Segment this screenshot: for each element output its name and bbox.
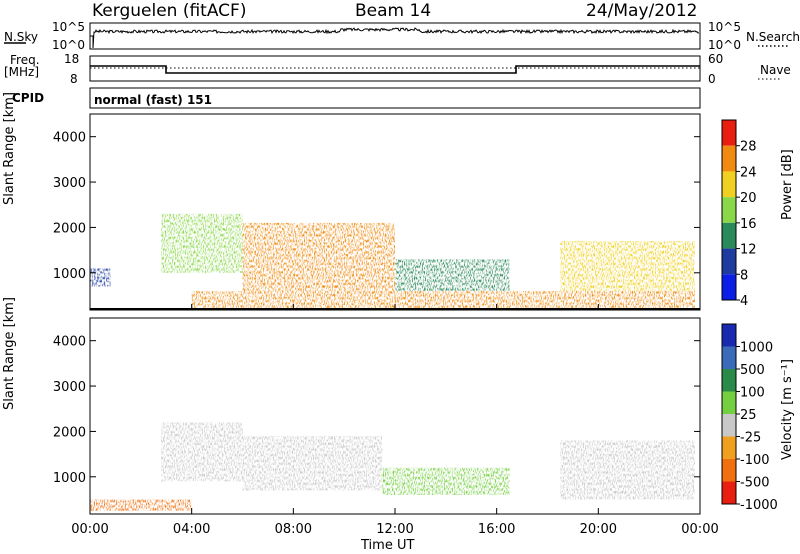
x-axis-label: Time UT [361,538,415,553]
echo-band [242,435,383,491]
colorbar-tick-label: 8 [740,268,748,283]
nsky-label: N.Sky [4,30,39,44]
colorbar-segment [722,459,736,482]
ytick-label: 4000 [53,335,86,350]
colorbar-segment [722,324,736,347]
freq-trace [90,65,700,74]
colorbar-frame [721,119,737,301]
colorbar-segment [722,414,736,437]
beam-title: Beam 14 [355,1,432,21]
xtick-label: 08:00 [275,522,312,537]
nsearch-label: N.Search [746,30,800,44]
ytick-label: 3000 [53,380,86,395]
echo-band [191,290,695,310]
colorbar-segment [722,171,736,198]
freq-label: Freq. [10,53,40,67]
xtick-label: 12:00 [376,522,413,537]
colorbar-segment [722,145,736,172]
nsky-frame [89,22,701,50]
colorbar-segment [722,222,736,249]
echo-band [560,241,695,296]
ytick-label: 4000 [53,131,86,146]
nsky-trace [90,27,700,49]
xtick-label: 16:00 [478,522,515,537]
nave-label: Nave [760,63,791,77]
echo-band [90,268,111,287]
colorbar-segment [722,120,736,146]
station-title: Kerguelen (fitACF) [92,1,247,21]
nave-tick-bottom: 0 [708,72,716,86]
echo-band [161,422,243,482]
velocity-ylabel: Slant Range [km] [2,297,17,410]
velocity-cbar-label: Velocity [m s⁻¹] [780,359,795,460]
ytick-label: 2000 [53,425,86,440]
cpid-text: normal (fast) 151 [94,93,212,107]
colorbar-tick-label: -1000 [740,498,778,513]
nsky-tick-top-left: 10^5 [52,20,85,34]
power-echo-layer [90,213,695,310]
colorbar-tick-label: -500 [740,476,770,491]
colorbar-tick-label: 500 [740,363,765,378]
ytick-label: 1000 [53,471,86,486]
velocity-axis-ticks: 4000 3000 2000 1000 [53,335,700,486]
power-ylabel: Slant Range [km] [2,92,17,205]
date-title: 24/May/2012 [586,1,698,21]
colorbar-tick-label: -25 [740,431,761,446]
nsky-tick-top-right: 10^5 [708,20,741,34]
echo-band [560,440,695,500]
colorbar-segment [722,436,736,459]
ytick-label: 1000 [53,267,86,282]
colorbar-tick-label: 25 [740,408,757,423]
ytick-label: 3000 [53,176,86,191]
colorbar-tick-label: 1000 [740,341,773,356]
colorbar-segment [722,391,736,414]
nsky-tick-bottom-right: 10^0 [708,38,741,52]
xtick-label: 00:00 [681,522,718,537]
ytick-label: 2000 [53,221,86,236]
colorbar-segment [722,346,736,369]
velocity-echo-layer [90,422,695,511]
cpid-frame [89,87,701,109]
echo-band [161,213,243,273]
echo-band [395,259,510,291]
colorbar-segment [722,369,736,392]
velocity-colorbar: 1000 500 100 25 -25 -100 -500 -1000 [721,323,778,513]
x-axis-ticks: 00:00 04:00 08:00 12:00 16:00 20:00 00:00 [71,304,719,537]
colorbar-tick-label: 28 [740,140,757,155]
cpid-label: CPID [12,91,45,105]
colorbar-tick-label: 16 [740,217,757,232]
freq-unit: [MHz] [4,65,40,79]
colorbar-segment [722,481,736,504]
colorbar-tick-label: 4 [740,294,748,309]
colorbar-tick-label: 12 [740,243,757,258]
colorbar-segment [722,274,736,300]
colorbar-tick-label: 20 [740,191,757,206]
xtick-label: 20:00 [580,522,617,537]
nave-tick-top: 60 [708,52,724,66]
colorbar-tick-label: 100 [740,386,765,401]
echo-band [382,467,510,495]
nsky-tick-bottom-left: 10^0 [52,38,85,52]
colorbar-segment [722,197,736,223]
colorbar-segment [722,248,736,275]
power-colorbar: 28 24 20 16 12 8 4 [721,119,757,309]
xtick-label: 00:00 [71,522,108,537]
freq-tick-bottom: 8 [70,72,78,86]
xtick-label: 04:00 [173,522,210,537]
colorbar-tick-label: 24 [740,165,757,180]
echo-band [90,499,192,511]
freq-tick-top: 18 [64,52,80,66]
echo-band [242,222,395,291]
colorbar-tick-label: -100 [740,453,770,468]
power-axis-ticks: 4000 3000 2000 1000 [53,131,700,282]
power-cbar-label: Power [dB] [780,149,795,220]
